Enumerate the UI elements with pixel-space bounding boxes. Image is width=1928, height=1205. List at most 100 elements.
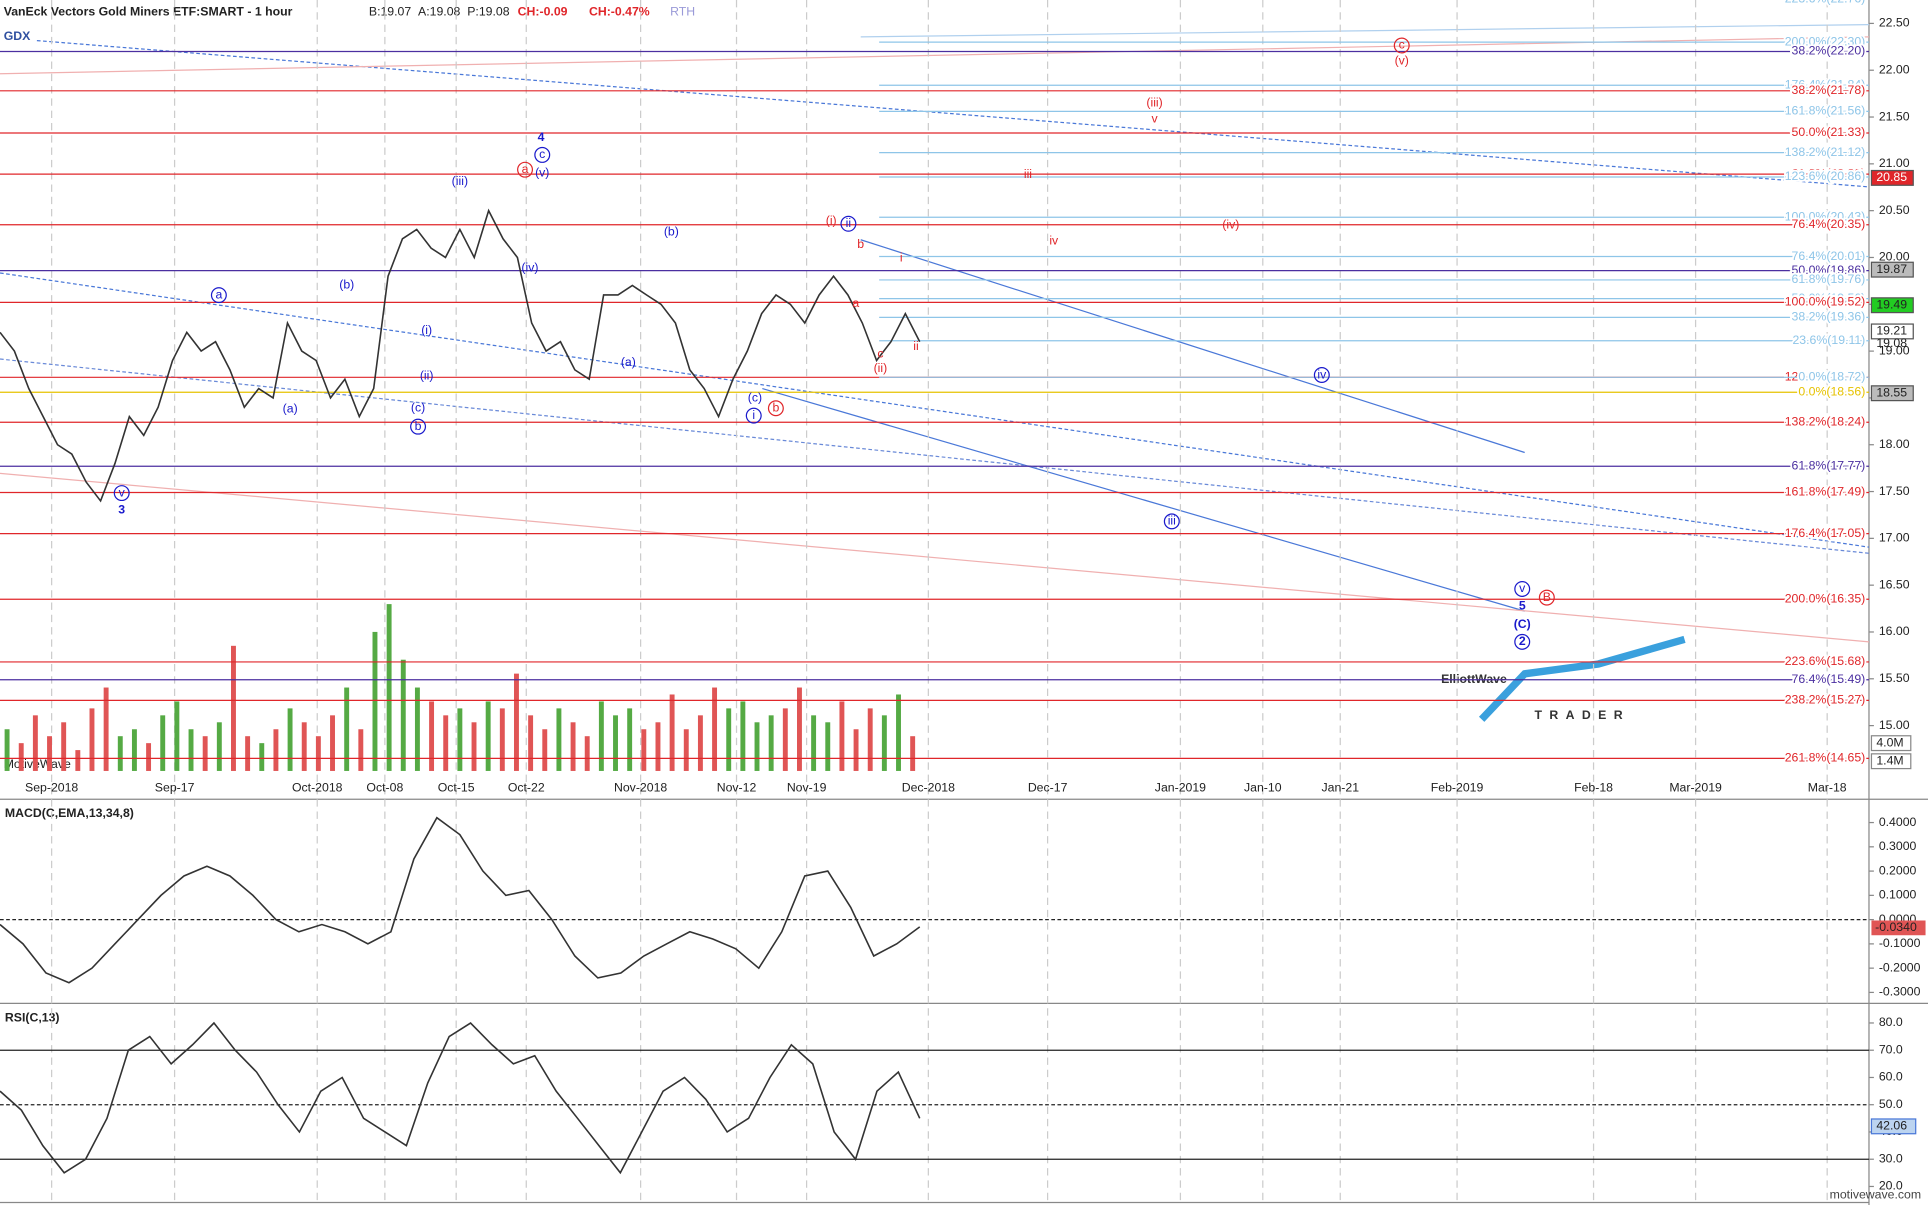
wave-label: (ii) xyxy=(874,361,888,375)
y-tick-label: 30.0 xyxy=(1879,1151,1903,1165)
wave-label: iv xyxy=(1317,367,1327,381)
y-tick-label: 80.0 xyxy=(1879,1015,1903,1029)
volume-bar xyxy=(584,736,590,771)
volume-bar xyxy=(627,708,633,771)
volume-bar xyxy=(216,722,222,771)
panel-title: RSI(C,13) xyxy=(5,1010,60,1024)
x-tick-label: Nov-2018 xyxy=(614,780,667,794)
y-tick-label: 0.3000 xyxy=(1879,839,1917,853)
volume-bar xyxy=(811,715,817,771)
wave-label: (iv) xyxy=(521,260,538,274)
volume-bar xyxy=(32,715,38,771)
quote: A:19.08 xyxy=(418,5,461,19)
x-tick-label: Jan-21 xyxy=(1321,780,1359,794)
volume-bar xyxy=(287,708,293,771)
fib-label: 76.4%(20.35) xyxy=(1792,217,1866,231)
wave-label: v xyxy=(1152,112,1159,126)
trend-lines xyxy=(0,23,1870,643)
volume-bar xyxy=(386,604,392,771)
volume-bar xyxy=(160,715,166,771)
fib-label: 61.8%(17.77) xyxy=(1792,459,1866,473)
macd-line xyxy=(0,816,921,984)
symbol: GDX xyxy=(4,29,31,43)
wave-label: ii xyxy=(913,339,918,353)
volume-bar xyxy=(344,687,350,771)
y-tick-label: 16.00 xyxy=(1879,624,1910,638)
trend-line xyxy=(860,23,1869,38)
y-tick-label: 16.50 xyxy=(1879,577,1910,591)
wave-label: (c) xyxy=(748,391,762,405)
wave-label: (v) xyxy=(535,166,549,180)
y-tick-label: 50.0 xyxy=(1879,1097,1903,1111)
price-marker-label: 19.21 xyxy=(1876,324,1907,338)
wave-label: iii xyxy=(1024,167,1032,181)
trend-line xyxy=(0,272,1870,548)
volume-bar xyxy=(372,631,378,771)
price-marker xyxy=(1870,261,1914,278)
fib-label: 123.6%(18.72) xyxy=(1785,370,1866,384)
wave-circle xyxy=(767,400,784,417)
volume-bar xyxy=(231,645,236,771)
y-tick-label: 17.50 xyxy=(1879,484,1910,498)
wave-circle xyxy=(840,215,857,232)
volume-bar xyxy=(188,729,194,771)
rsi-marker-label: 42.06 xyxy=(1876,1119,1907,1133)
fib-label: 100.0%(20.43) xyxy=(1785,209,1866,223)
volume-bar xyxy=(273,729,279,771)
x-tick-label: Nov-12 xyxy=(717,780,757,794)
wave-circle xyxy=(517,161,534,178)
y-tick-label: 20.0 xyxy=(1879,1179,1903,1193)
wave-label: (b) xyxy=(664,225,679,239)
wave-label: 2 xyxy=(1519,634,1526,648)
quote: RTH xyxy=(670,5,695,19)
fib-label: 23.6%(19.11) xyxy=(1792,333,1865,347)
wave-label: (ii) xyxy=(420,369,434,383)
fib-label: 161.8%(21.56) xyxy=(1785,104,1866,118)
wave-label: (iii) xyxy=(1146,96,1162,110)
volume-bar xyxy=(683,729,689,771)
price-marker-label: 19.49 xyxy=(1876,297,1907,311)
volume-bar xyxy=(768,715,774,771)
fib-label: 50.0%(21.33) xyxy=(1792,125,1866,139)
volume-bar xyxy=(131,729,137,771)
fib-label: 123.6%(20.86) xyxy=(1785,169,1866,183)
fib-label: 200.0%(16.35) xyxy=(1785,591,1866,605)
trend-line xyxy=(762,387,1525,612)
y-tick-label: 1.4M xyxy=(1876,753,1903,767)
wave-circle xyxy=(1538,589,1555,606)
volume-bar xyxy=(330,715,335,771)
wave-label: 4 xyxy=(538,130,545,144)
y-tick xyxy=(1870,753,1912,770)
volume-bar xyxy=(669,694,675,771)
x-tick-label: Jan-10 xyxy=(1244,780,1282,794)
price-marker-label: 20.85 xyxy=(1876,170,1907,184)
price-line xyxy=(0,208,921,503)
volume-bar xyxy=(896,694,901,771)
trend-line xyxy=(36,39,1870,188)
price-marker xyxy=(1870,169,1914,186)
wave-circle xyxy=(210,287,227,304)
volume-bar xyxy=(726,708,732,771)
volume-bar xyxy=(259,743,265,771)
x-tick-label: Jan-2019 xyxy=(1155,780,1206,794)
volume-bar xyxy=(839,701,845,771)
volume-bar xyxy=(613,715,618,771)
wave-circle xyxy=(745,407,762,424)
y-tick-label: 18.00 xyxy=(1879,437,1910,451)
price-marker-label: 19.87 xyxy=(1876,262,1907,276)
volume-bar xyxy=(146,743,152,771)
y-tick-label: 21.50 xyxy=(1879,109,1910,123)
wave-label: (b) xyxy=(339,278,354,292)
price-marker xyxy=(1870,297,1914,314)
volume-bar xyxy=(4,729,10,771)
wave-label: (a) xyxy=(283,402,298,416)
wave-label: v xyxy=(119,485,126,499)
rsi-marker xyxy=(1870,1118,1917,1135)
y-tick-label: 22.00 xyxy=(1879,62,1910,76)
wave-label: (c) xyxy=(411,400,425,414)
wave-label: b xyxy=(772,400,779,414)
x-tick-label: Sep-17 xyxy=(155,780,195,794)
wave-label: (a) xyxy=(621,355,636,369)
rsi-line xyxy=(0,1021,921,1175)
volume-bar xyxy=(429,701,435,771)
